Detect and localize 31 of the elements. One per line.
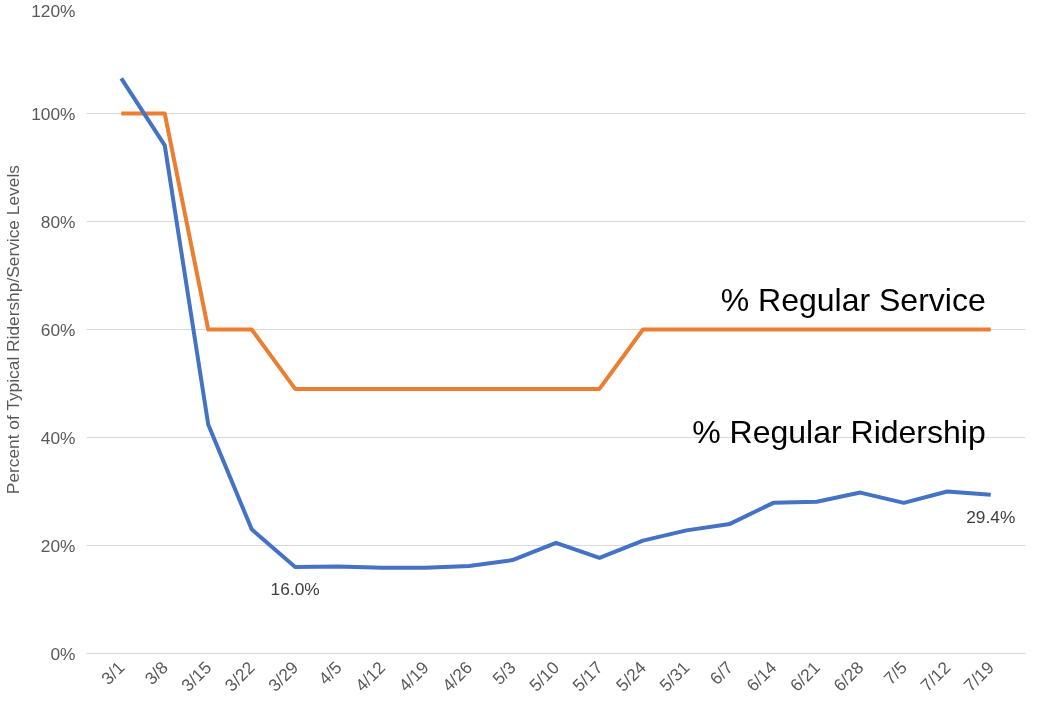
x-tick-label: 3/22: [220, 657, 259, 696]
data-label: 16.0%: [270, 579, 320, 600]
x-tick-label: 6/7: [705, 657, 737, 689]
x-tick-label: 6/28: [829, 657, 868, 696]
x-tick-label: 3/8: [140, 657, 172, 689]
x-tick-label: 4/26: [438, 657, 477, 696]
x-tick-label: 5/31: [655, 657, 694, 696]
y-tick-label: 120%: [31, 0, 76, 21]
x-tick-label: 6/14: [742, 657, 781, 696]
x-tick-label: 7/12: [916, 657, 955, 696]
y-axis-title: Percent of Typical Ridershp/Service Levels: [3, 164, 24, 495]
x-tick-label: 4/19: [394, 657, 433, 696]
x-tick-label: 3/1: [97, 657, 129, 689]
x-tick-label: 6/21: [785, 657, 824, 696]
x-tick-label: 7/19: [959, 657, 998, 696]
x-tick-label: 4/5: [314, 657, 346, 689]
y-tick-label: 60%: [40, 319, 76, 340]
y-tick-label: 100%: [31, 103, 76, 124]
y-tick-label: 0%: [50, 643, 76, 664]
x-tick-label: 3/29: [264, 657, 303, 696]
y-tick-label: 40%: [40, 427, 76, 448]
data-label: 29.4%: [966, 506, 1016, 527]
x-tick-label: 7/5: [879, 657, 911, 689]
x-tick-label: 5/24: [612, 657, 651, 696]
x-tick-label: 5/10: [525, 657, 564, 696]
y-tick-label: 80%: [40, 211, 76, 232]
x-tick-label: 5/3: [488, 657, 520, 689]
series-label: % Regular Ridership: [692, 413, 986, 450]
series-label: % Regular Service: [720, 281, 986, 318]
y-tick-label: 20%: [40, 535, 76, 556]
x-tick-label: 4/12: [351, 657, 390, 696]
